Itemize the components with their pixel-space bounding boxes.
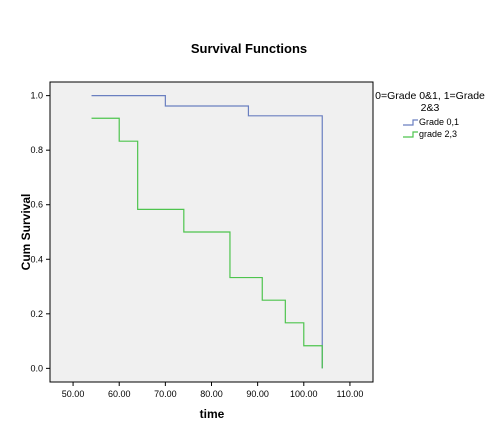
legend-title-line-1: 0=Grade 0&1, 1=Grade [375,90,485,102]
chart-title: Survival Functions [191,41,307,56]
legend-entry-label: Grade 0,1 [419,117,459,127]
series-line-1 [91,117,323,369]
y-tick-label: 0.6 [30,200,43,210]
legend-swatch [403,131,418,138]
y-tick-label: 1.0 [30,91,43,101]
x-axis-ticks: 50.00 60.00 70.00 80.00 90.00 100.00 110.00 [62,382,363,399]
y-axis-label: Cum Survival [19,194,33,271]
x-axis-label: time [200,407,225,421]
legend-swatch [403,119,418,126]
x-tick-label: 60.00 [108,389,131,399]
series-line-0 [91,95,323,369]
legend: Grade 0,1 grade 2,3 [403,117,459,139]
x-tick-label: 110.00 [336,389,363,399]
y-axis-ticks: 0.0 0.2 0.4 0.6 0.8 1.0 [30,91,50,373]
legend-entry-label: grade 2,3 [419,129,457,139]
y-tick-label: 0.4 [30,254,43,264]
x-tick-label: 100.00 [290,389,318,399]
series-lines [91,95,323,369]
legend-title-line-2: 2&3 [421,102,440,114]
x-tick-label: 70.00 [154,389,177,399]
x-tick-label: 90.00 [246,389,269,399]
y-tick-label: 0.8 [30,145,43,155]
y-tick-label: 0.2 [30,309,43,319]
y-tick-label: 0.0 [30,363,43,373]
x-tick-label: 50.00 [62,389,85,399]
x-tick-label: 80.00 [200,389,223,399]
